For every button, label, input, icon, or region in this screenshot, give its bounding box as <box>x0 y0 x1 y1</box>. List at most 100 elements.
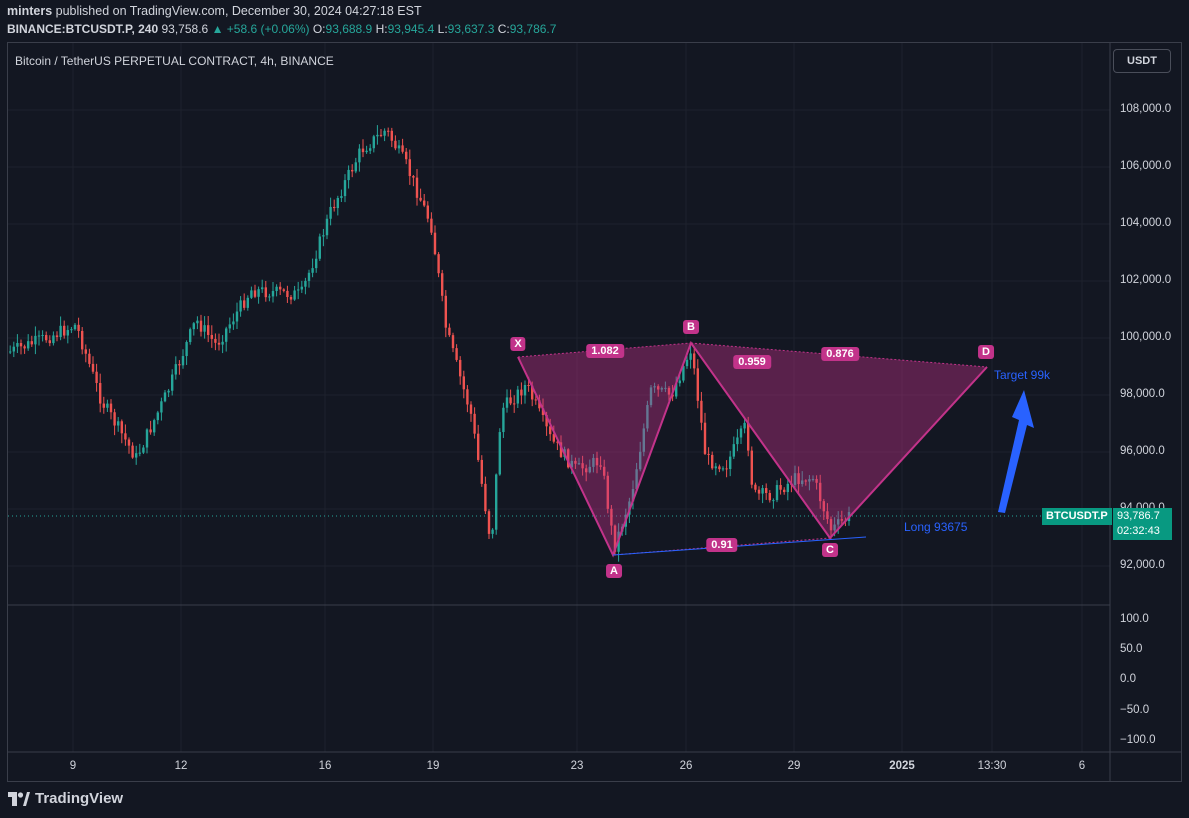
point-c-label[interactable]: C <box>822 543 838 557</box>
candle-body <box>315 258 318 269</box>
candle-body <box>333 206 336 209</box>
candle-body <box>235 311 239 322</box>
candle-body <box>185 342 188 357</box>
ratio-xb-label[interactable]: 1.082 <box>586 344 624 358</box>
time-tick-label: 16 <box>318 760 332 772</box>
candle-body <box>469 404 473 414</box>
ohlc-legend: BINANCE:BTCUSDT.P, 240 93,758.6 ▲ +58.6 … <box>7 22 556 36</box>
open-value: 93,688.9 <box>325 22 373 36</box>
candle-body <box>106 403 109 408</box>
candle-body <box>210 334 213 339</box>
candle-body <box>221 341 224 345</box>
up-arrow-icon[interactable] <box>998 390 1034 513</box>
candle-body <box>505 397 509 408</box>
time-tick-label: 29 <box>787 760 801 772</box>
candle-body <box>721 468 725 470</box>
candle-body <box>279 286 282 290</box>
candle-body <box>541 408 545 416</box>
point-a-label[interactable]: A <box>606 564 622 578</box>
candle-body <box>63 325 66 336</box>
candle-body <box>667 387 671 395</box>
candle-body <box>174 364 177 375</box>
candle-body <box>775 485 779 501</box>
candle-body <box>318 236 321 259</box>
candle-body <box>455 348 458 360</box>
tradingview-logo[interactable]: TradingView <box>8 790 123 807</box>
candle-body <box>142 447 145 453</box>
candle-body <box>714 466 717 469</box>
candle-body <box>113 412 116 426</box>
candle-body <box>192 323 195 330</box>
candle-body <box>48 340 51 344</box>
ratio-abc-label[interactable]: 0.959 <box>733 355 771 369</box>
candle-body <box>358 148 361 163</box>
candle-body <box>646 405 649 429</box>
candle-body <box>567 449 570 468</box>
pattern-triangle-xab[interactable] <box>518 343 691 555</box>
candle-body <box>459 359 462 377</box>
brand-name: TradingView <box>35 790 124 807</box>
candle-body <box>660 388 663 390</box>
point-x-label[interactable]: X <box>510 337 526 351</box>
candle-body <box>55 335 59 338</box>
candle-body <box>473 413 476 434</box>
candle-body <box>361 148 365 153</box>
candle-body <box>603 466 606 476</box>
candle-body <box>311 268 314 273</box>
candle-body <box>484 483 487 512</box>
candle-body <box>757 489 761 494</box>
bar-countdown: 02:32:43 <box>1117 525 1160 537</box>
currency-button[interactable]: USDT <box>1113 49 1171 73</box>
candle-body <box>275 286 278 292</box>
last-price-tag: 93,786.7 02:32:43 <box>1113 508 1172 540</box>
candle-body <box>570 460 573 468</box>
candle-body <box>214 338 217 343</box>
candle-body <box>45 335 48 341</box>
candle-body <box>804 480 807 482</box>
indicator-tick-label: 0.0 <box>1120 673 1136 685</box>
support-trendline[interactable] <box>612 536 867 556</box>
time-tick-label: 12 <box>174 760 188 772</box>
candle-body <box>145 429 149 448</box>
candle-body <box>829 519 833 531</box>
ratio-ac-label[interactable]: 0.91 <box>706 538 738 552</box>
candle-body <box>95 371 98 383</box>
candle-body <box>91 363 95 372</box>
indicator-tick-label: −50.0 <box>1120 704 1150 716</box>
candle-body <box>649 387 653 406</box>
candle-body <box>253 290 257 297</box>
ratio-bd-label[interactable]: 0.876 <box>821 347 859 361</box>
point-b-label[interactable]: B <box>683 320 699 334</box>
candle-body <box>109 403 113 413</box>
candle-body <box>592 457 595 467</box>
candle-body <box>675 383 678 397</box>
candle-body <box>725 468 728 470</box>
price-tick-label: 108,000.0 <box>1120 103 1172 115</box>
point-d-label[interactable]: D <box>978 345 994 359</box>
candle-body <box>581 463 584 469</box>
indicator-tick-label: 100.0 <box>1120 613 1149 625</box>
candle-body <box>41 335 44 337</box>
indicator-tick-label: 50.0 <box>1120 643 1143 655</box>
long-note[interactable]: Long 93675 <box>904 520 968 534</box>
low-label: L: <box>437 22 448 36</box>
candle-body <box>297 289 300 291</box>
candle-body <box>228 324 231 329</box>
candle-body <box>495 474 498 530</box>
candle-body <box>513 403 516 405</box>
target-note[interactable]: Target 99k <box>994 368 1051 382</box>
candle-body <box>819 482 822 502</box>
candle-body <box>635 469 638 490</box>
candle-body <box>167 390 170 393</box>
candle-body <box>340 196 343 198</box>
candle-body <box>293 290 296 300</box>
time-tick-label: 23 <box>570 760 584 772</box>
candle-body <box>797 473 800 485</box>
candle-body <box>491 529 494 534</box>
price-tick-label: 96,000.0 <box>1120 445 1165 457</box>
candles <box>9 125 851 562</box>
ratio-line-xb <box>517 342 692 358</box>
candle-body <box>444 295 447 328</box>
candle-body <box>703 422 707 454</box>
